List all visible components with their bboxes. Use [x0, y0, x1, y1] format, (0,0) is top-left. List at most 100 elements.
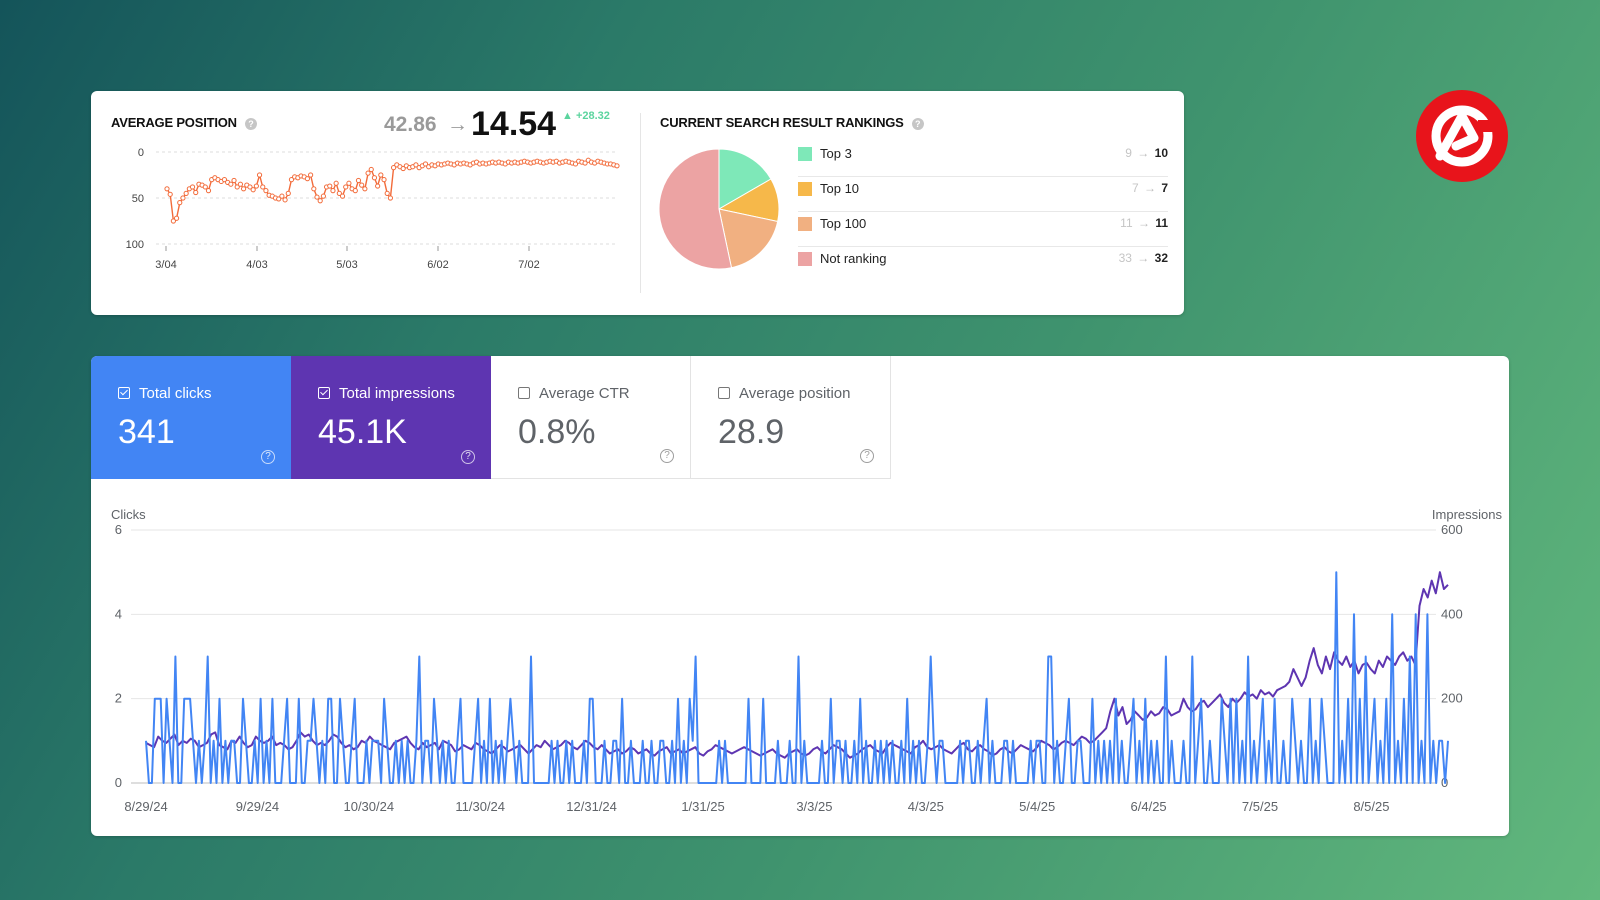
- card-value: 28.9: [718, 413, 785, 451]
- position-point: [339, 193, 346, 199]
- average-ctr-card[interactable]: Average CTR 0.8% ?: [491, 356, 691, 479]
- x-tick-label: 7/5/25: [1242, 799, 1278, 814]
- position-point: [330, 188, 336, 194]
- checkbox-checked-icon[interactable]: [318, 387, 330, 399]
- position-point: [189, 184, 196, 190]
- position-point: [343, 184, 349, 190]
- position-point: [572, 161, 579, 167]
- position-point: [378, 172, 384, 178]
- total-impressions-card[interactable]: Total impressions 45.1K ?: [291, 356, 491, 479]
- x-tick-label: 6/4/25: [1131, 799, 1167, 814]
- x-tick-label: 11/30/24: [455, 799, 505, 814]
- position-point: [368, 166, 374, 173]
- legend-new-value: 32: [1154, 251, 1168, 265]
- card-label: Average position: [739, 385, 851, 402]
- position-point: [170, 218, 176, 224]
- avg-position-delta: ▲ +28.32: [562, 110, 610, 122]
- position-point: [276, 196, 282, 202]
- legend-swatch: [798, 147, 812, 161]
- position-point: [228, 181, 234, 187]
- position-point: [193, 189, 199, 196]
- position-point: [221, 176, 228, 183]
- legend-swatch: [798, 252, 812, 266]
- position-point: [285, 190, 291, 197]
- top-panel: AVERAGE POSITION? 42.86 → 14.54 ▲ +28.32…: [91, 91, 1184, 315]
- checkbox-unchecked-icon[interactable]: [518, 387, 530, 399]
- position-point: [336, 190, 342, 197]
- legend-new-value: 7: [1161, 181, 1168, 195]
- left-tick-label: 2: [115, 691, 122, 706]
- position-point: [355, 177, 362, 184]
- left-tick-label: 0: [115, 775, 122, 790]
- help-icon[interactable]: ?: [860, 449, 874, 463]
- position-point: [308, 172, 314, 178]
- legend-old-value: 9: [1125, 146, 1132, 160]
- card-value: 341: [118, 413, 175, 451]
- card-value: 0.8%: [518, 413, 596, 451]
- position-point: [180, 195, 186, 201]
- right-tick-label: 400: [1441, 606, 1463, 621]
- left-tick-label: 4: [115, 606, 122, 621]
- position-point: [250, 187, 256, 193]
- checkbox-unchecked-icon[interactable]: [718, 387, 730, 399]
- position-point: [253, 183, 259, 189]
- position-point: [317, 198, 323, 204]
- x-tick-label: 3/04: [155, 259, 176, 271]
- position-point: [413, 162, 419, 168]
- position-point: [304, 176, 311, 182]
- position-point: [234, 184, 240, 190]
- legend-old-value: 7: [1131, 181, 1139, 195]
- position-point: [247, 184, 253, 190]
- position-point: [359, 182, 365, 188]
- legend-label: Top 3: [820, 146, 852, 161]
- help-icon[interactable]: ?: [244, 117, 257, 130]
- position-point: [167, 191, 173, 197]
- legend-new-value: 11: [1155, 216, 1168, 230]
- position-point: [422, 161, 429, 167]
- position-point: [390, 165, 397, 171]
- position-point: [279, 193, 285, 199]
- checkbox-checked-icon[interactable]: [118, 387, 130, 399]
- help-icon[interactable]: ?: [660, 449, 674, 463]
- position-point: [260, 184, 266, 190]
- legend-label: Top 10: [820, 181, 860, 196]
- avg-position-old: 42.86: [384, 113, 437, 136]
- position-point: [387, 195, 394, 201]
- x-tick-label: 8/29/24: [124, 799, 167, 814]
- card-value: 45.1K: [318, 413, 407, 451]
- average-position-card[interactable]: Average position 28.9 ?: [691, 356, 891, 479]
- x-tick-label: 4/3/25: [908, 799, 944, 814]
- clicks-series-line: [145, 571, 1449, 784]
- position-point: [400, 165, 406, 172]
- legend-values: 9 → 10: [1125, 146, 1168, 160]
- position-point: [177, 200, 183, 206]
- position-point: [384, 190, 390, 197]
- position-point: [327, 183, 333, 189]
- x-tick-label: 3/3/25: [796, 799, 832, 814]
- position-point: [237, 181, 244, 187]
- brand-logo-icon: [1416, 90, 1508, 182]
- help-icon[interactable]: ?: [261, 450, 275, 464]
- position-point: [231, 177, 237, 184]
- pie-slice-top-3: [718, 148, 772, 210]
- legend-swatch: [798, 182, 812, 196]
- pie-slice-not-ranking: [658, 148, 733, 270]
- position-point: [352, 188, 358, 194]
- arrow-icon: →: [447, 113, 468, 136]
- left-tick-label: 6: [115, 522, 122, 537]
- position-point: [362, 186, 368, 192]
- card-label: Average CTR: [539, 385, 630, 402]
- help-icon[interactable]: ?: [461, 450, 475, 464]
- panel-divider: [640, 113, 641, 293]
- position-point: [371, 175, 378, 181]
- help-icon[interactable]: ?: [911, 117, 924, 130]
- total-clicks-card[interactable]: Total clicks 341 ?: [91, 356, 291, 479]
- position-point: [365, 170, 371, 176]
- position-point: [333, 180, 339, 186]
- arrow-icon: →: [1134, 216, 1154, 230]
- rankings-pie-chart: [658, 148, 780, 270]
- position-point: [311, 186, 317, 192]
- legend-old-value: 11: [1120, 216, 1133, 230]
- position-point: [173, 215, 180, 221]
